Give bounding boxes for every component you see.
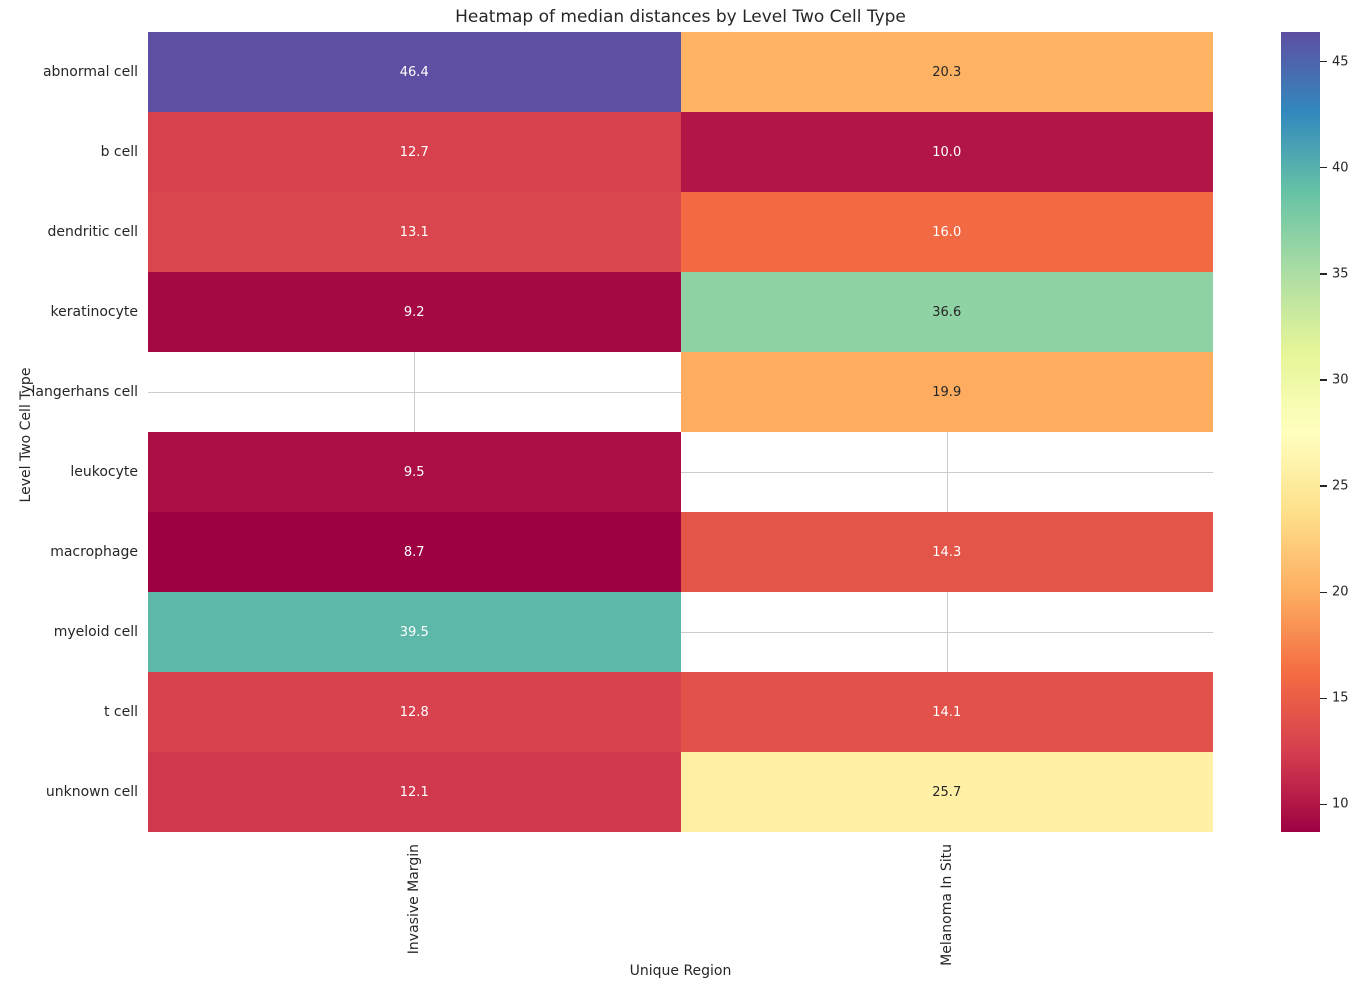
heatmap-cell-empty: [681, 432, 1214, 512]
heatmap-cell: 9.2: [148, 272, 681, 352]
heatmap-cell: 19.9: [680, 352, 1213, 432]
heatmap-cell: 12.1: [148, 752, 681, 832]
colorbar-tick-label: 30: [1332, 372, 1349, 388]
cell-value: 14.3: [932, 544, 962, 560]
colorbar-tick-label: 35: [1332, 266, 1349, 282]
heatmap-cell: 46.4: [148, 32, 681, 112]
cell-value: 16.0: [932, 224, 962, 240]
colorbar-tick: [1320, 273, 1327, 275]
colorbar: 10 15 20 25 30 35 40 45: [1281, 32, 1349, 832]
heatmap-cell: 12.8: [148, 672, 681, 752]
colorbar-tick: [1320, 591, 1327, 593]
colorbar-tick-label: 40: [1332, 160, 1349, 176]
cell-value: 20.3: [932, 64, 962, 80]
heatmap-cell: 39.5: [148, 592, 681, 672]
y-tick-label: keratinocyte: [50, 304, 138, 320]
cell-value: 12.7: [399, 144, 429, 160]
cell-value: 12.1: [399, 784, 429, 800]
colorbar-tick-label: 15: [1332, 690, 1349, 706]
heatmap-cell-empty: [148, 352, 681, 432]
y-tick-label: unknown cell: [45, 784, 138, 800]
heatmap-cell: 36.6: [680, 272, 1213, 352]
x-axis-label: Unique Region: [629, 963, 732, 979]
colorbar-tick-label: 10: [1332, 796, 1349, 812]
heatmap-cell: 25.7: [680, 752, 1213, 832]
gridline-h: [148, 472, 1213, 473]
cell-value: 9.2: [403, 304, 425, 320]
cell-value: 13.1: [399, 224, 429, 240]
x-tick-label: Melanoma In Situ: [938, 844, 955, 966]
gridline-v: [946, 32, 948, 832]
cell-value: 25.7: [932, 784, 962, 800]
cell-value: 9.5: [403, 464, 425, 480]
y-axis-label: Level Two Cell Type: [18, 367, 34, 503]
heatmap-cell: 16.0: [680, 192, 1213, 272]
colorbar-tick-label: 45: [1332, 54, 1349, 70]
chart-title: Heatmap of median distances by Level Two…: [455, 7, 906, 27]
y-tick-label: myeloid cell: [53, 624, 138, 640]
heatmap-cell: 14.3: [680, 512, 1213, 592]
cell-value: 8.7: [403, 544, 425, 560]
gridline-h: [148, 632, 1213, 633]
colorbar-tick: [1320, 485, 1327, 487]
y-tick-label: t cell: [103, 704, 138, 720]
colorbar-tick: [1320, 803, 1327, 806]
y-tick-label: macrophage: [50, 544, 138, 560]
heatmap-cell-empty: [681, 592, 1214, 672]
heatmap-cell: 10.0: [680, 112, 1213, 192]
y-tick-label: leukocyte: [70, 464, 138, 480]
y-tick-label: b cell: [100, 144, 138, 160]
colorbar-tick-label: 25: [1332, 478, 1349, 494]
colorbar-tick: [1320, 167, 1327, 169]
heatmap-plot-area: 46.4 20.3 12.7 10.0 13.1 16.0 9.2 36.6 19.9 9.5 8.…: [148, 32, 1213, 832]
cell-value: 46.4: [399, 64, 429, 80]
y-tick-label: langerhans cell: [31, 384, 138, 400]
colorbar-gradient: [1281, 32, 1320, 832]
heatmap-cell: 20.3: [680, 32, 1213, 112]
cell-value: 36.6: [932, 304, 962, 320]
cell-value: 12.8: [399, 704, 429, 720]
colorbar-tick: [1320, 61, 1327, 63]
x-tick-label: Invasive Margin: [406, 844, 423, 955]
heatmap-cell: 8.7: [148, 512, 681, 592]
colorbar-tick: [1320, 697, 1327, 699]
heatmap-cell: 13.1: [148, 192, 681, 272]
colorbar-tick: [1320, 379, 1327, 381]
heatmap-cell: 14.1: [680, 672, 1213, 752]
heatmap-cell: 9.5: [148, 432, 681, 512]
colorbar-tick-label: 20: [1332, 584, 1349, 600]
cell-value: 39.5: [399, 624, 429, 640]
cell-value: 19.9: [932, 384, 962, 400]
y-tick-label: abnormal cell: [42, 64, 138, 80]
cell-value: 14.1: [932, 704, 962, 720]
cell-value: 10.0: [932, 144, 962, 160]
heatmap-cell: 12.7: [148, 112, 681, 192]
y-tick-label: dendritic cell: [47, 224, 138, 240]
